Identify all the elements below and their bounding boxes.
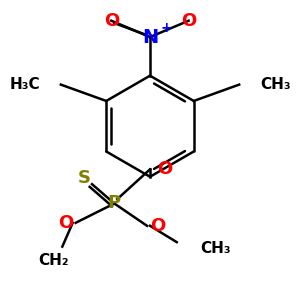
Text: O: O	[104, 12, 119, 30]
Text: O: O	[58, 214, 73, 232]
Text: O: O	[157, 160, 172, 178]
Text: CH₃: CH₃	[200, 241, 231, 256]
Text: S: S	[78, 169, 91, 187]
Text: O: O	[150, 217, 165, 235]
Text: O: O	[181, 12, 196, 30]
Text: H₃C: H₃C	[9, 77, 40, 92]
Text: +: +	[160, 21, 172, 35]
Text: CH₃: CH₃	[260, 77, 291, 92]
Text: CH₂: CH₂	[38, 253, 69, 268]
Text: N: N	[142, 28, 158, 46]
Text: P: P	[108, 194, 121, 212]
